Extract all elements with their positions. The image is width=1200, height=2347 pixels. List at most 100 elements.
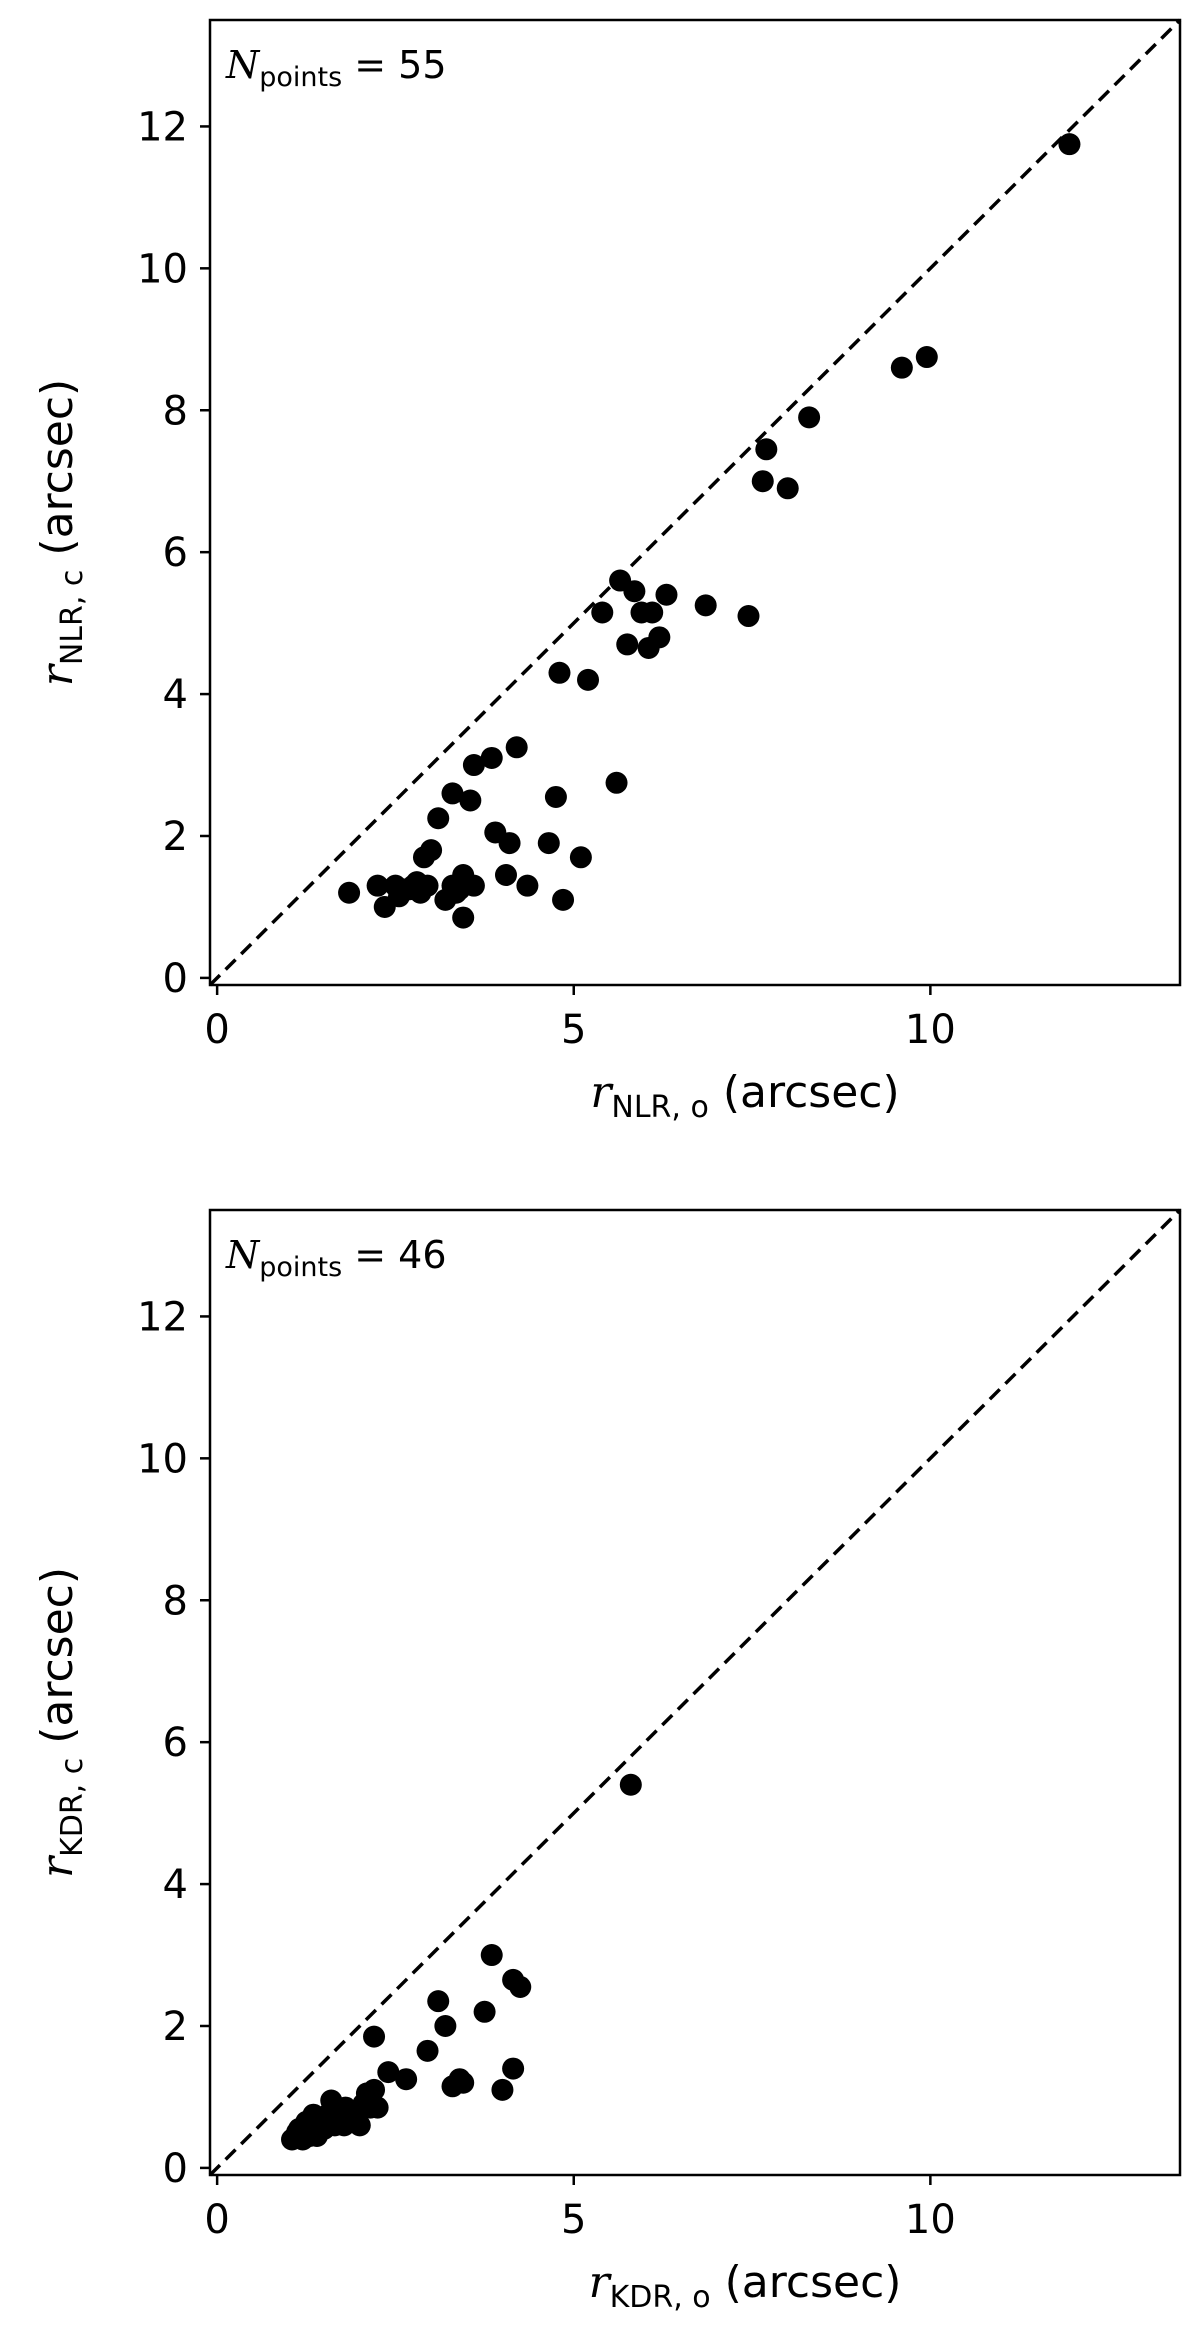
y-tick-label: 8: [163, 1578, 188, 1624]
data-point: [445, 881, 468, 904]
y-tick-label: 10: [137, 1436, 188, 1482]
data-point: [591, 601, 614, 624]
x-tick-label: 5: [561, 2197, 586, 2243]
y-axis-label: rKDR, c (arcsec): [32, 1567, 90, 1878]
data-point: [915, 346, 938, 369]
data-point: [552, 888, 575, 911]
data-point: [502, 2057, 525, 2080]
data-point: [798, 406, 821, 429]
data-point: [366, 874, 389, 897]
y-tick-label: 12: [137, 1294, 188, 1340]
one-to-one-line: [208, 1208, 1182, 2177]
n-points-var: N: [225, 43, 261, 87]
data-point: [655, 583, 678, 606]
x-axis-label-var: r: [589, 2257, 613, 2308]
data-point: [427, 807, 450, 830]
data-point: [420, 839, 443, 862]
data-point: [462, 754, 485, 777]
data-point: [452, 906, 475, 929]
data-point: [366, 2096, 389, 2119]
x-tick-label: 10: [905, 2197, 956, 2243]
data-point: [459, 789, 482, 812]
data-point: [694, 594, 717, 617]
data-point: [333, 2114, 356, 2137]
data-point: [402, 874, 425, 897]
data-point: [491, 2078, 514, 2101]
data-point: [751, 470, 774, 493]
x-axis-label-unit: (arcsec): [709, 1067, 900, 1118]
y-tick-label: 0: [163, 956, 188, 1002]
data-point: [516, 874, 539, 897]
n-points-annotation: Npoints = 46: [225, 1233, 447, 1283]
data-point: [338, 881, 361, 904]
data-point: [377, 2061, 400, 2084]
y-axis-label-unit: (arcsec): [32, 1567, 83, 1758]
data-point: [737, 605, 760, 628]
data-point: [427, 1990, 450, 2013]
axes-frame: [208, 1208, 1182, 2177]
data-point: [416, 2039, 439, 2062]
n-points-sub: points: [259, 1252, 342, 1283]
data-point: [307, 2107, 330, 2130]
data-point: [395, 2068, 418, 2091]
n-points-value: = 46: [342, 1233, 446, 1277]
data-point: [473, 2000, 496, 2023]
data-point: [480, 1944, 503, 1967]
data-point: [544, 785, 567, 808]
data-point: [890, 356, 913, 379]
data-point: [537, 832, 560, 855]
data-point: [548, 661, 571, 684]
x-axis-label-var: r: [590, 1067, 614, 1118]
data-point: [363, 2078, 386, 2101]
y-tick-label: 0: [163, 2146, 188, 2192]
y-tick-label: 2: [163, 814, 188, 860]
data-point: [623, 580, 646, 603]
data-point: [452, 2071, 475, 2094]
x-axis-label-sub: NLR, o: [611, 1090, 708, 1125]
x-axis-label-sub: KDR, o: [610, 2280, 711, 2315]
y-axis-label-sub: KDR, c: [55, 1758, 90, 1857]
x-tick-label: 0: [204, 2197, 229, 2243]
data-point: [462, 874, 485, 897]
n-points-value: = 55: [342, 43, 446, 87]
data-point: [569, 846, 592, 869]
data-point: [776, 477, 799, 500]
data-point: [494, 864, 517, 887]
x-axis-label: rKDR, o (arcsec): [589, 2257, 902, 2315]
x-tick-label: 10: [905, 1007, 956, 1053]
y-axis-label-var: r: [32, 662, 83, 686]
x-axis-label: rNLR, o (arcsec): [590, 1067, 899, 1125]
data-point: [286, 2121, 309, 2144]
data-point: [434, 2014, 457, 2037]
y-tick-label: 6: [163, 530, 188, 576]
data-point: [505, 736, 528, 759]
data-point: [577, 668, 600, 691]
y-tick-label: 4: [163, 1862, 188, 1908]
data-point: [363, 2025, 386, 2048]
x-tick-label: 5: [561, 1007, 586, 1053]
axes-frame: [208, 18, 1182, 987]
y-axis-label: rNLR, c (arcsec): [32, 379, 90, 686]
data-point: [498, 832, 521, 855]
n-points-sub: points: [259, 62, 342, 93]
data-point: [605, 771, 628, 794]
y-axis-label-var: r: [32, 1854, 83, 1878]
data-point: [619, 1773, 642, 1796]
y-tick-label: 2: [163, 2004, 188, 2050]
data-point: [480, 746, 503, 769]
x-axis-label-unit: (arcsec): [711, 2257, 902, 2308]
x-tick-label: 0: [204, 1007, 229, 1053]
n-points-var: N: [225, 1233, 261, 1277]
data-point: [441, 782, 464, 805]
y-tick-label: 8: [163, 388, 188, 434]
y-axis-label-unit: (arcsec): [32, 379, 83, 570]
y-tick-label: 10: [137, 246, 188, 292]
one-to-one-line: [208, 18, 1182, 987]
n-points-annotation: Npoints = 55: [225, 43, 447, 93]
y-tick-label: 4: [163, 672, 188, 718]
y-axis-label-sub: NLR, c: [55, 570, 90, 666]
